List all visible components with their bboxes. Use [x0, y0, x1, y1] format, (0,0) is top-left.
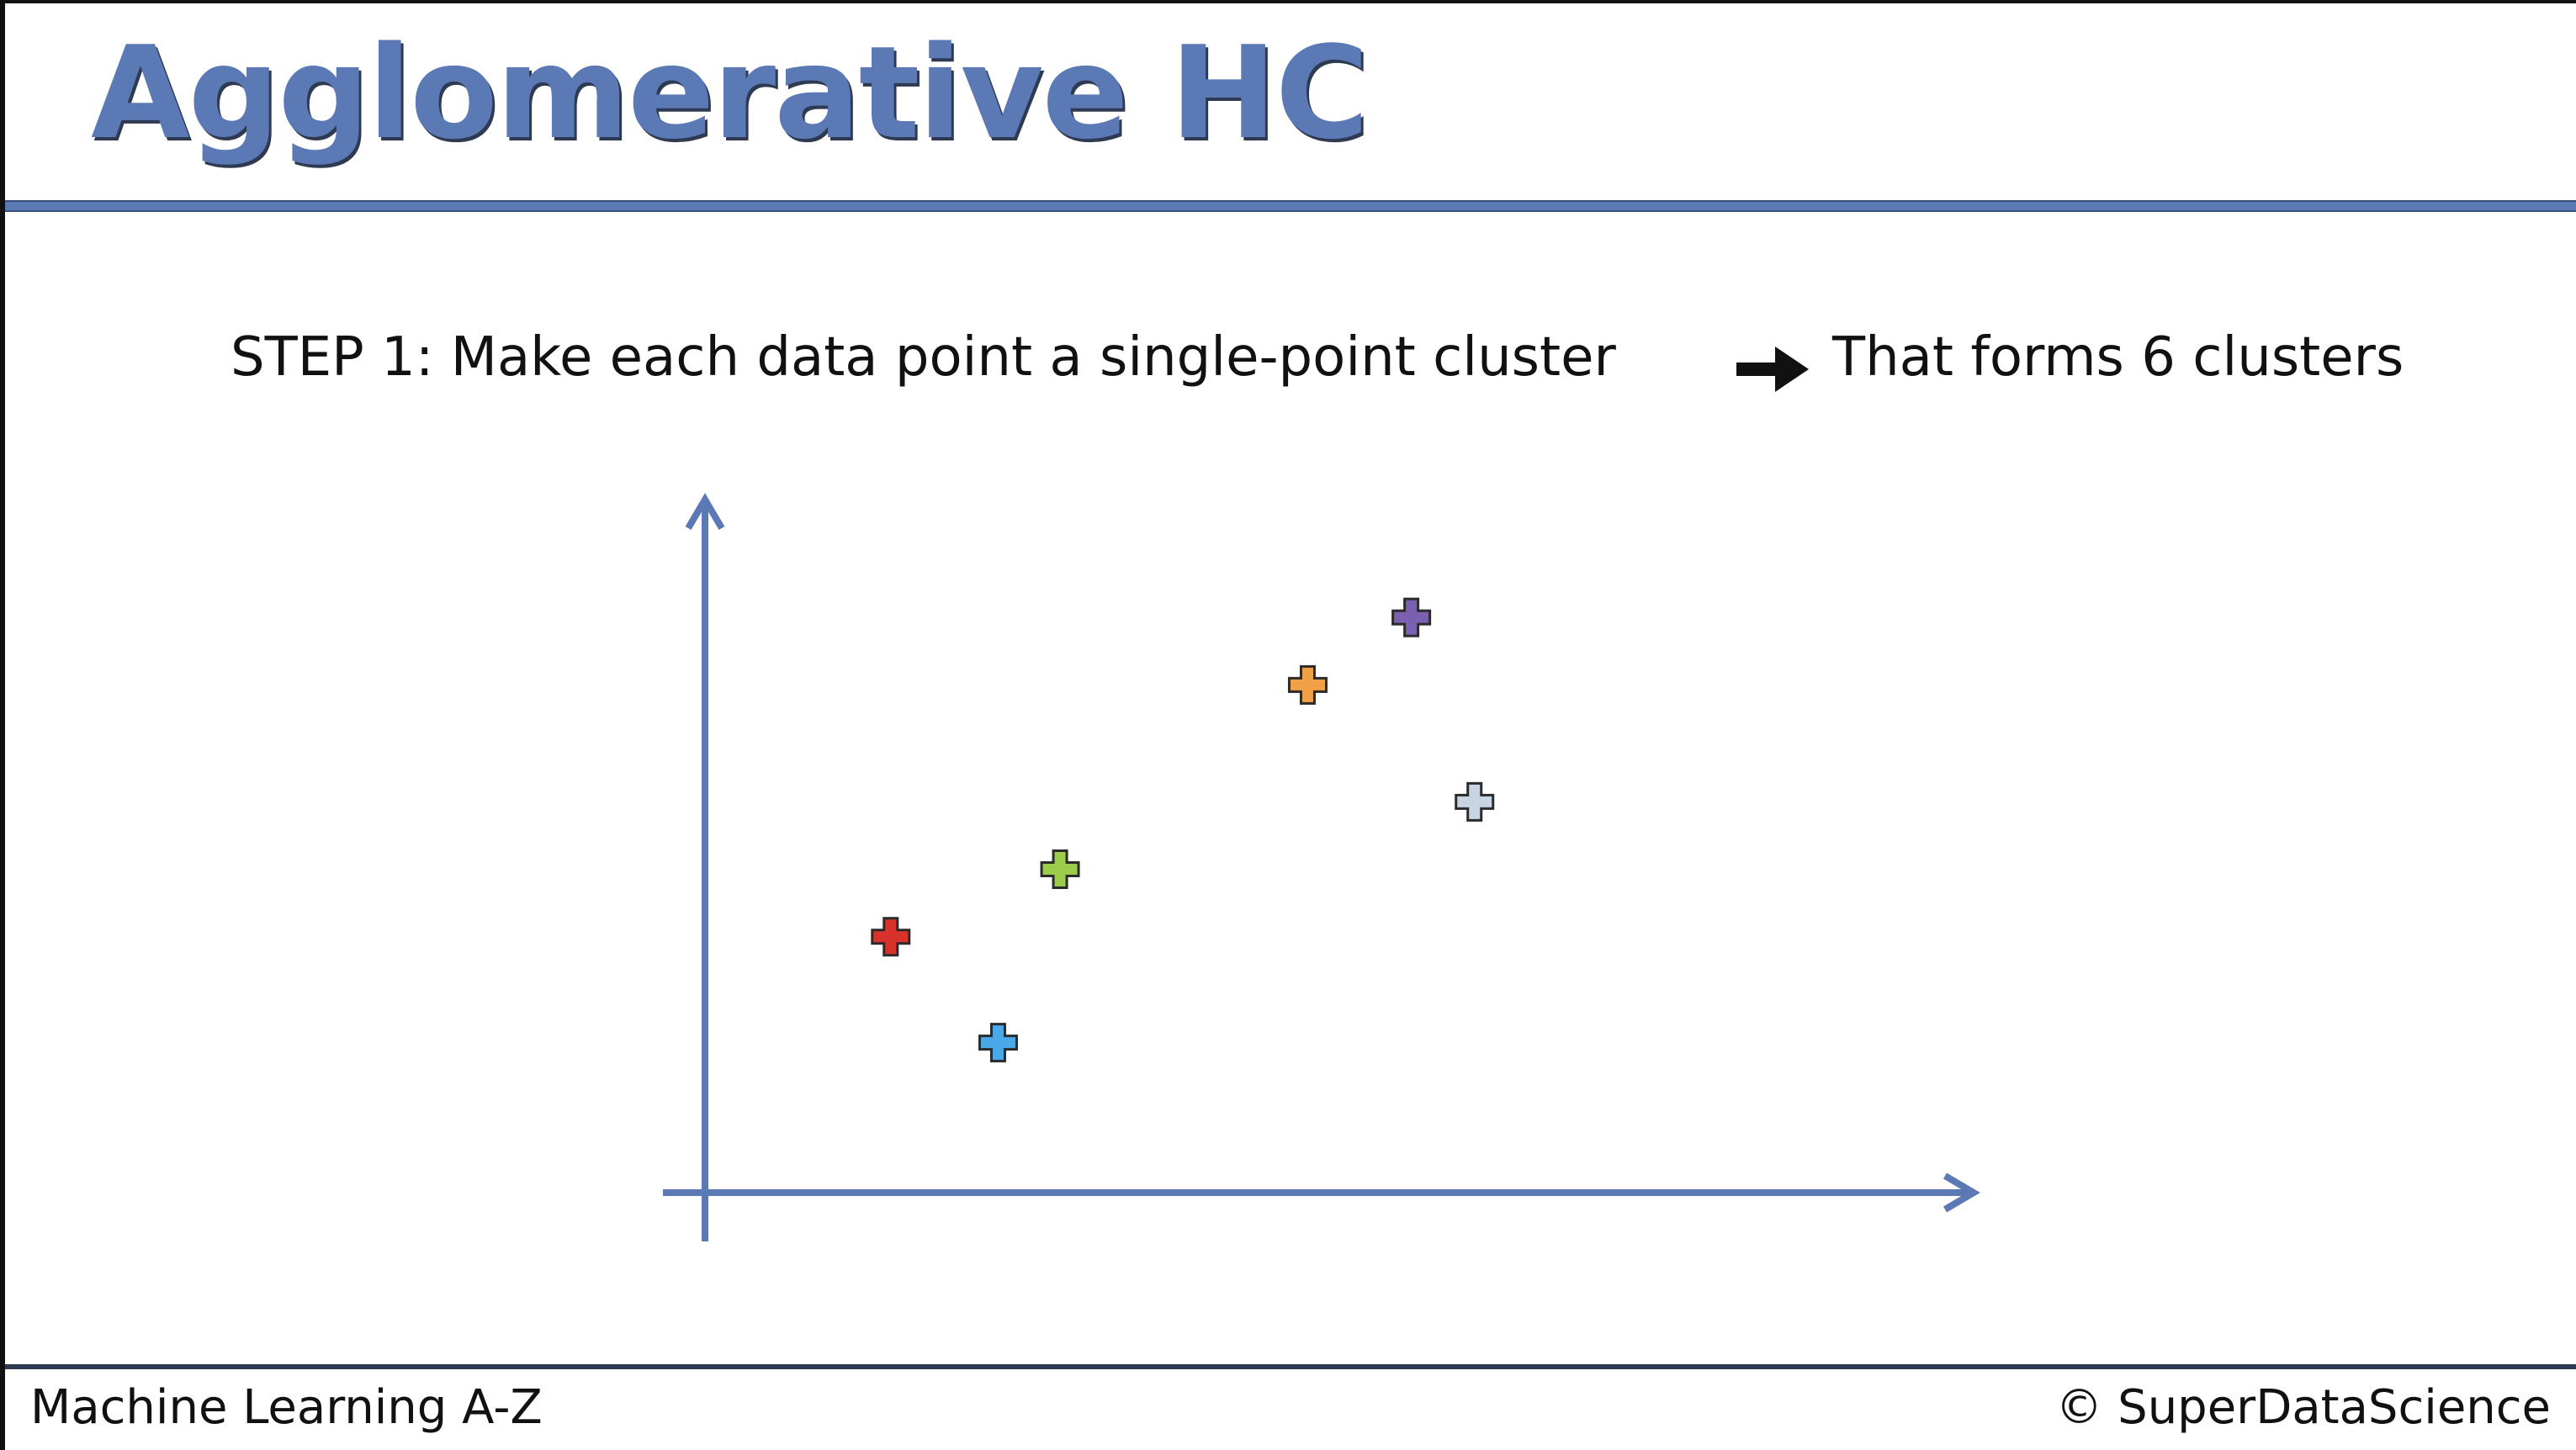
- title-divider: [5, 200, 2576, 212]
- data-point-6: [1455, 781, 1495, 822]
- data-point-5: [1391, 597, 1432, 638]
- step-result: That forms 6 clusters: [1832, 326, 2404, 389]
- frame-top-edge: [0, 0, 2576, 3]
- right-arrow-icon: [1736, 347, 1809, 392]
- step-description: STEP 1: Make each data point a single-po…: [231, 328, 1616, 387]
- y-axis: [685, 493, 725, 1241]
- step-text: Make each data point a single-point clus…: [433, 326, 1616, 389]
- data-point-4: [1287, 664, 1328, 705]
- x-axis: [663, 1172, 1980, 1213]
- footer-copyright: © SuperDataScience: [2055, 1380, 2551, 1435]
- data-point-3: [1040, 849, 1080, 890]
- footer-divider: [5, 1364, 2576, 1369]
- data-points: [871, 597, 1495, 1063]
- step-label: STEP 1: [231, 326, 416, 389]
- data-point-2: [978, 1023, 1018, 1063]
- data-point-1: [871, 917, 911, 957]
- step-separator: :: [415, 326, 434, 389]
- frame-left-edge: [0, 0, 5, 1450]
- slide-title: Agglomerative HC: [91, 19, 1369, 167]
- footer-course-name: Machine Learning A-Z: [30, 1380, 543, 1435]
